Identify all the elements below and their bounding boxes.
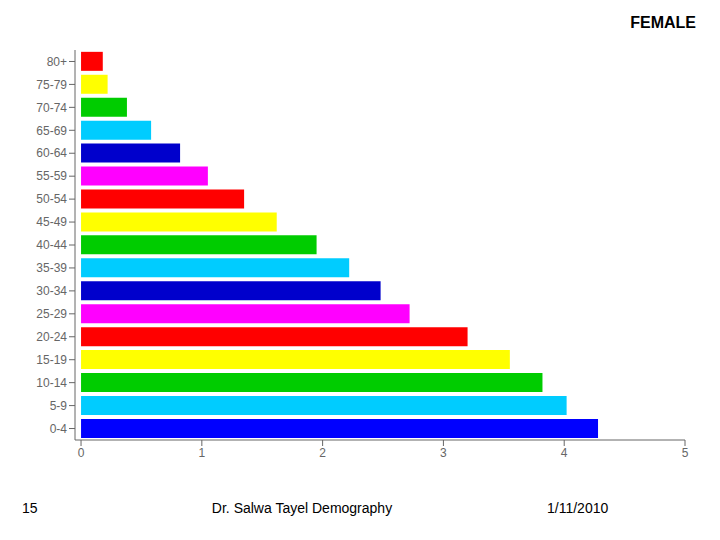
svg-text:65-69: 65-69 <box>36 124 67 138</box>
svg-text:5: 5 <box>682 446 689 460</box>
html-text:Dr. Salwa Tayel Demography: Dr. Salwa Tayel Demography <box>211 500 393 516</box>
svg-text:70-74: 70-74 <box>36 101 67 115</box>
svg-text:75-79: 75-79 <box>36 78 67 92</box>
svg-text:35-39: 35-39 <box>36 261 67 275</box>
svg-text:15-19: 15-19 <box>36 353 67 367</box>
svg-text:60-64: 60-64 <box>36 146 67 160</box>
svg-text:45-49: 45-49 <box>36 215 67 229</box>
html-text:FEMALE: FEMALE <box>630 14 696 31</box>
svg-text:80+: 80+ <box>47 55 67 69</box>
html-text:1/11/2010: 1/11/2010 <box>547 500 609 516</box>
svg-text:0: 0 <box>78 446 85 460</box>
svg-text:20-24: 20-24 <box>36 330 67 344</box>
svg-text:40-44: 40-44 <box>36 238 67 252</box>
svg-text:55-59: 55-59 <box>36 169 67 183</box>
svg-text:30-34: 30-34 <box>36 284 67 298</box>
svg-text:2: 2 <box>319 446 326 460</box>
svg-text:4: 4 <box>561 446 568 460</box>
svg-text:0-4: 0-4 <box>50 422 68 436</box>
svg-text:10-14: 10-14 <box>36 376 67 390</box>
html-text:15: 15 <box>22 500 38 516</box>
svg-text:1: 1 <box>198 446 205 460</box>
svg-text:3: 3 <box>440 446 447 460</box>
svg-text:25-29: 25-29 <box>36 307 67 321</box>
svg-text:5-9: 5-9 <box>50 399 68 413</box>
svg-text:50-54: 50-54 <box>36 192 67 206</box>
